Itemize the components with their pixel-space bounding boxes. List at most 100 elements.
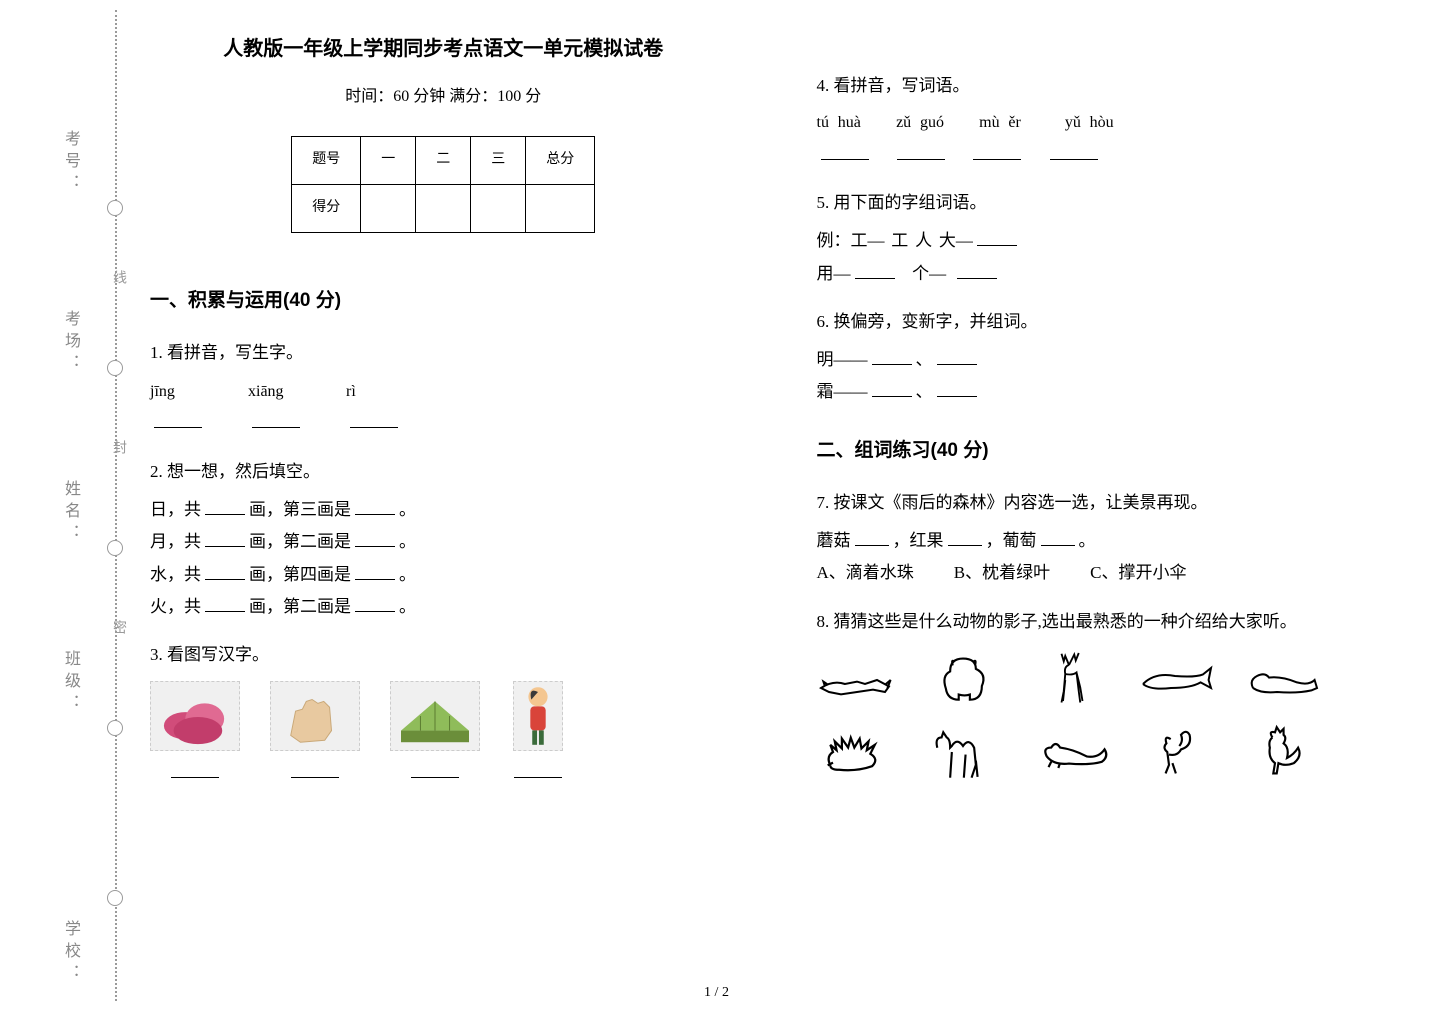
- pinyin: rì: [346, 383, 356, 400]
- q3-img-item: [390, 681, 480, 778]
- fold-circle: [107, 360, 123, 376]
- shadow-whale: [1135, 650, 1215, 710]
- q4-pinyin-row: tú huà zǔ guó mù ěr yǔ hòu: [817, 108, 1404, 138]
- fold-circle: [107, 200, 123, 216]
- blank: [872, 380, 912, 397]
- image-field: [390, 681, 480, 751]
- question-num: 7.: [817, 493, 830, 512]
- q2-line: 月，共画，第二画是。: [150, 526, 737, 558]
- section-2-heading: 二、组词练习(40 分): [817, 433, 1404, 469]
- question-7: 7. 按课文《雨后的森林》内容选一选，让美景再现。 蘑菇，红果，葡萄。 A、滴着…: [817, 487, 1404, 590]
- question-text: 猜猜这些是什么动物的影子,选出最熟悉的一种介绍给大家听。: [834, 612, 1297, 631]
- fold-circle: [107, 720, 123, 736]
- q1-item: rì: [346, 375, 402, 440]
- question-text: 想一想，然后填空。: [167, 462, 320, 481]
- animal-shadows-row2: [817, 722, 1404, 782]
- question-num: 2.: [150, 462, 163, 481]
- exam-meta: 时间：60 分钟 满分：100 分: [150, 82, 737, 112]
- column-right: 4. 看拼音，写词语。 tú huà zǔ guó mù ěr yǔ hòu: [817, 30, 1404, 981]
- question-num: 5.: [817, 193, 830, 212]
- fold-circle: [107, 540, 123, 556]
- blank: [855, 529, 889, 546]
- question-2: 2. 想一想，然后填空。 日，共画，第三画是。 月，共画，第二画是。 水，共画，…: [150, 456, 737, 623]
- blank: [1050, 143, 1098, 160]
- question-4: 4. 看拼音，写词语。 tú huà zǔ guó mù ěr yǔ hòu: [817, 70, 1404, 171]
- q5-label: 用—: [817, 264, 851, 283]
- question-text: 看拼音，写词语。: [834, 76, 970, 95]
- question-num: 4.: [817, 76, 830, 95]
- shadow-crocodile: [817, 650, 897, 710]
- shadow-hedgehog: [817, 722, 897, 782]
- blank: [514, 761, 562, 778]
- shadow-rooster: [1241, 722, 1321, 782]
- question-text: 换偏旁，变新字，并组词。: [834, 312, 1038, 331]
- blank: [355, 498, 395, 515]
- score-table: 题号 一 二 三 总分 得分: [291, 136, 595, 232]
- seal-label-line: 线: [108, 270, 128, 314]
- question-3: 3. 看图写汉字。: [150, 639, 737, 778]
- q1-item: jīng: [150, 375, 206, 440]
- column-left: 人教版一年级上学期同步考点语文一单元模拟试卷 时间：60 分钟 满分：100 分…: [150, 30, 737, 981]
- pinyin: yǔ hòu: [1065, 114, 1114, 131]
- blank: [937, 348, 977, 365]
- pinyin: jīng: [150, 383, 175, 400]
- blank: [897, 143, 945, 160]
- blank: [205, 563, 245, 580]
- q5-label: 个—: [912, 264, 946, 283]
- binding-label-examid: 考号：: [58, 130, 82, 196]
- option-a: A、滴着水珠: [817, 557, 914, 589]
- exam-title: 人教版一年级上学期同步考点语文一单元模拟试卷: [150, 30, 737, 68]
- blank: [171, 761, 219, 778]
- score-header-cell: 三: [471, 137, 526, 185]
- question-num: 1.: [150, 343, 163, 362]
- q4-body: tú huà zǔ guó mù ěr yǔ hòu: [817, 108, 1404, 171]
- shadow-camel: [923, 722, 1003, 782]
- blank: [957, 262, 997, 279]
- question-text: 用下面的字组词语。: [834, 193, 987, 212]
- blank: [355, 595, 395, 612]
- q3-img-item: [510, 681, 566, 778]
- q3-img-item: [270, 681, 360, 778]
- q5-body: 例：工— 工 人 大— 用— 个—: [817, 225, 1404, 290]
- blank: [855, 262, 895, 279]
- q3-images: [150, 681, 737, 778]
- question-num: 6.: [817, 312, 830, 331]
- fold-circle: [107, 890, 123, 906]
- image-cloud: [150, 681, 240, 751]
- blank: [937, 380, 977, 397]
- image-person: [513, 681, 563, 751]
- shadow-bear: [923, 650, 1003, 710]
- blank: [291, 761, 339, 778]
- blank: [205, 530, 245, 547]
- q1-pinyin-grid: jīng xiāng rì: [150, 375, 737, 440]
- binding-label-class: 班级：: [58, 650, 82, 716]
- question-8: 8. 猜猜这些是什么动物的影子,选出最熟悉的一种介绍给大家听。: [817, 606, 1404, 782]
- blank: [1041, 529, 1075, 546]
- score-header-cell: 一: [361, 137, 416, 185]
- score-header-cell: 二: [416, 137, 471, 185]
- shadow-seal: [1241, 650, 1321, 710]
- content-area: 人教版一年级上学期同步考点语文一单元模拟试卷 时间：60 分钟 满分：100 分…: [150, 30, 1403, 981]
- pinyin: zǔ guó: [896, 114, 944, 131]
- blank: [977, 229, 1017, 246]
- q2-line: 水，共画，第四画是。: [150, 559, 737, 591]
- seal-label-seal: 封: [108, 440, 128, 484]
- q1-item: xiāng: [248, 375, 304, 440]
- page-number: 1 / 2: [704, 985, 729, 1001]
- pinyin: tú huà: [817, 114, 861, 131]
- question-text: 看拼音，写生字。: [167, 343, 303, 362]
- blank: [872, 348, 912, 365]
- q3-img-item: [150, 681, 240, 778]
- binding-label-room: 考场：: [58, 310, 82, 376]
- option-b: B、枕着绿叶: [954, 557, 1050, 589]
- shadow-deer: [1029, 650, 1109, 710]
- blank: [411, 761, 459, 778]
- q6-body: 明——、 霜——、: [817, 344, 1404, 409]
- question-6: 6. 换偏旁，变新字，并组词。 明——、 霜——、: [817, 306, 1404, 409]
- animal-shadows-row1: [817, 650, 1404, 710]
- q2-body: 日，共画，第三画是。 月，共画，第二画是。 水，共画，第四画是。 火，共画，第二…: [150, 494, 737, 623]
- shadow-squirrel: [1135, 722, 1215, 782]
- blank: [948, 529, 982, 546]
- q7-options: A、滴着水珠 B、枕着绿叶 C、撑开小伞: [817, 557, 1404, 589]
- q5-example: 例：工— 工 人 大—: [817, 231, 973, 250]
